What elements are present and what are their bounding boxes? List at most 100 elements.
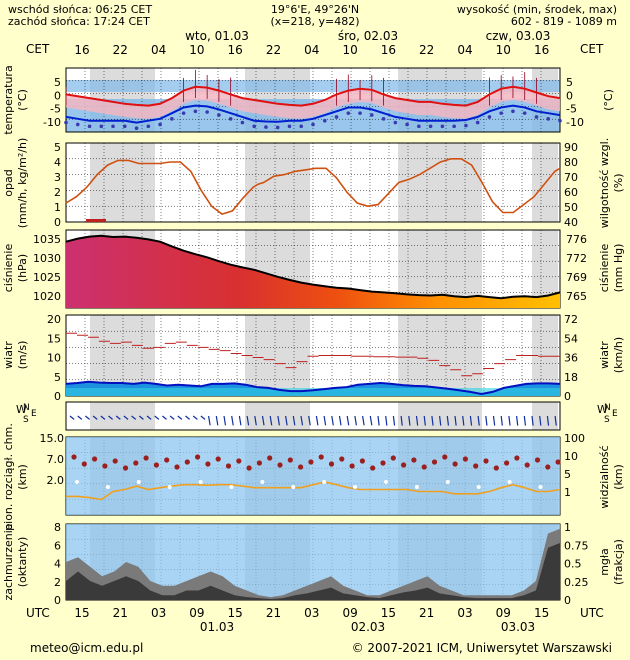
wind-arrow [539,415,542,426]
humidity-tick-right: 80 [564,156,578,169]
temp-tick-right: 5 [566,76,573,89]
dewpoint-dot [123,124,127,129]
top-hour-label: 16 [228,43,243,57]
cloud-top-dot [473,463,479,469]
visibility-title-right: (km) [612,464,625,490]
wind-arrow [77,415,83,420]
wind-arrow [446,415,450,426]
dewpoint-dot [381,117,386,121]
panel-border [65,142,561,223]
wind-arrow [208,415,211,426]
wind-arrow [323,415,327,426]
cloud-top-dot [328,461,335,467]
cloud-tick-left: 6 [54,539,61,552]
precip-bar [86,219,106,222]
winddir-night [245,402,310,430]
bottom-hour-label: 21 [113,606,128,620]
humidity-chart [65,158,561,222]
wind-arrow [500,415,503,426]
cloud-title-left: zachmurzenie [2,523,15,600]
cloud-tick-left: 2 [54,576,61,589]
temp-tick-right: -5 [566,103,577,116]
humidity-tick-right: 60 [564,186,578,199]
top-hour-label: 10 [342,43,357,57]
wind-arrow [485,415,488,426]
bottom-hour-label: 15 [534,606,549,620]
cloud-top-dot [122,465,129,471]
cloud-top-dot [215,456,221,462]
pressure-line [65,234,561,300]
bottom-hour-label: 09 [342,606,357,620]
dewpoint-dot [287,124,292,129]
cloud-top-dot [442,454,448,460]
wind-arrow [154,415,160,420]
wind-gust-line [66,332,560,377]
precip-tick-left: 5 [54,141,61,154]
humidity-title-right: wilgotność wzgl. [598,138,611,228]
dewpoint-dot [134,126,139,131]
dewpoint-dot [299,124,304,129]
dewpoint-dot [487,115,492,119]
dewpoint-dot [75,122,80,127]
bottom-hour-label: 15 [381,606,396,620]
top-hour-label: 10 [189,43,204,57]
wind-arrow [385,415,388,426]
dewpoint-dot [417,124,421,129]
bottom-hour-label: 03 [151,606,166,620]
winddir-night [90,402,155,430]
dewpoint-dot [370,113,374,117]
pressure-tick-right: 776 [566,233,587,246]
temp-tick-right: -10 [566,116,584,129]
wind-arrow [531,415,534,426]
dewpoint-dot [440,124,445,129]
cloud-base-dot [384,480,388,484]
fog-tick-right: 0.75 [564,539,589,552]
top-hour-label: 04 [304,43,319,57]
height-values: 602 - 819 - 1089 m [511,15,617,28]
bottom-hour-label: 09 [496,606,511,620]
cloud-tick-left: 4 [54,558,61,571]
wind-tick-left: 5 [54,371,61,384]
cloud-top-dot [236,458,242,464]
cloud-base-dot [353,485,358,489]
pressure-tick-right: 769 [566,271,587,284]
cloudbase-title-left: (km) [16,464,29,490]
bottom-hour-label: 15 [228,606,243,620]
humidity-tick-right: 70 [564,171,578,184]
bottom-hour-label: 03 [304,606,319,620]
cloud-top-dot [493,465,499,471]
cloud-base-dot [507,480,512,484]
cloud-top-dot [401,462,407,468]
sunset-text: zachód słońca: 17:24 CET [8,15,150,28]
cloud-top-dot [545,464,551,470]
wind-arrow [146,415,152,420]
cloud-top-dot [524,462,530,468]
cloud-top-dot [205,461,211,467]
fog-tick-right: 1 [564,521,571,534]
cloud-base-dot [136,480,141,484]
cloud-base-dot [414,485,419,489]
cloud-top-dot [339,456,345,462]
cloud-top-dot [411,457,417,463]
wind-arrow [162,415,167,420]
winddir-night [532,402,558,430]
top-hour-label: 16 [74,43,89,57]
cloud-top-dot [298,464,304,470]
dewpoint-dot [393,120,398,125]
cloud-layer-fill [66,437,560,515]
cloudbase-tick-left: 7.0 [47,453,65,466]
wind-arrow [454,415,457,426]
wind-arrow [331,415,334,426]
wind-arrow [354,415,357,426]
wind-low-band [66,388,560,396]
wind-arrow [277,415,280,426]
coords-text: 19°6'E, 49°26'N [271,3,359,16]
wind-arrow [169,415,175,420]
bottom-hour-label: 21 [266,606,281,620]
wind-arrow [508,415,511,426]
temp-range-area [66,86,560,119]
wind-arrow [369,415,373,426]
dewpoint-dot [499,111,503,115]
cloud-area-low [66,543,560,600]
dewpoint-dot [193,109,198,114]
